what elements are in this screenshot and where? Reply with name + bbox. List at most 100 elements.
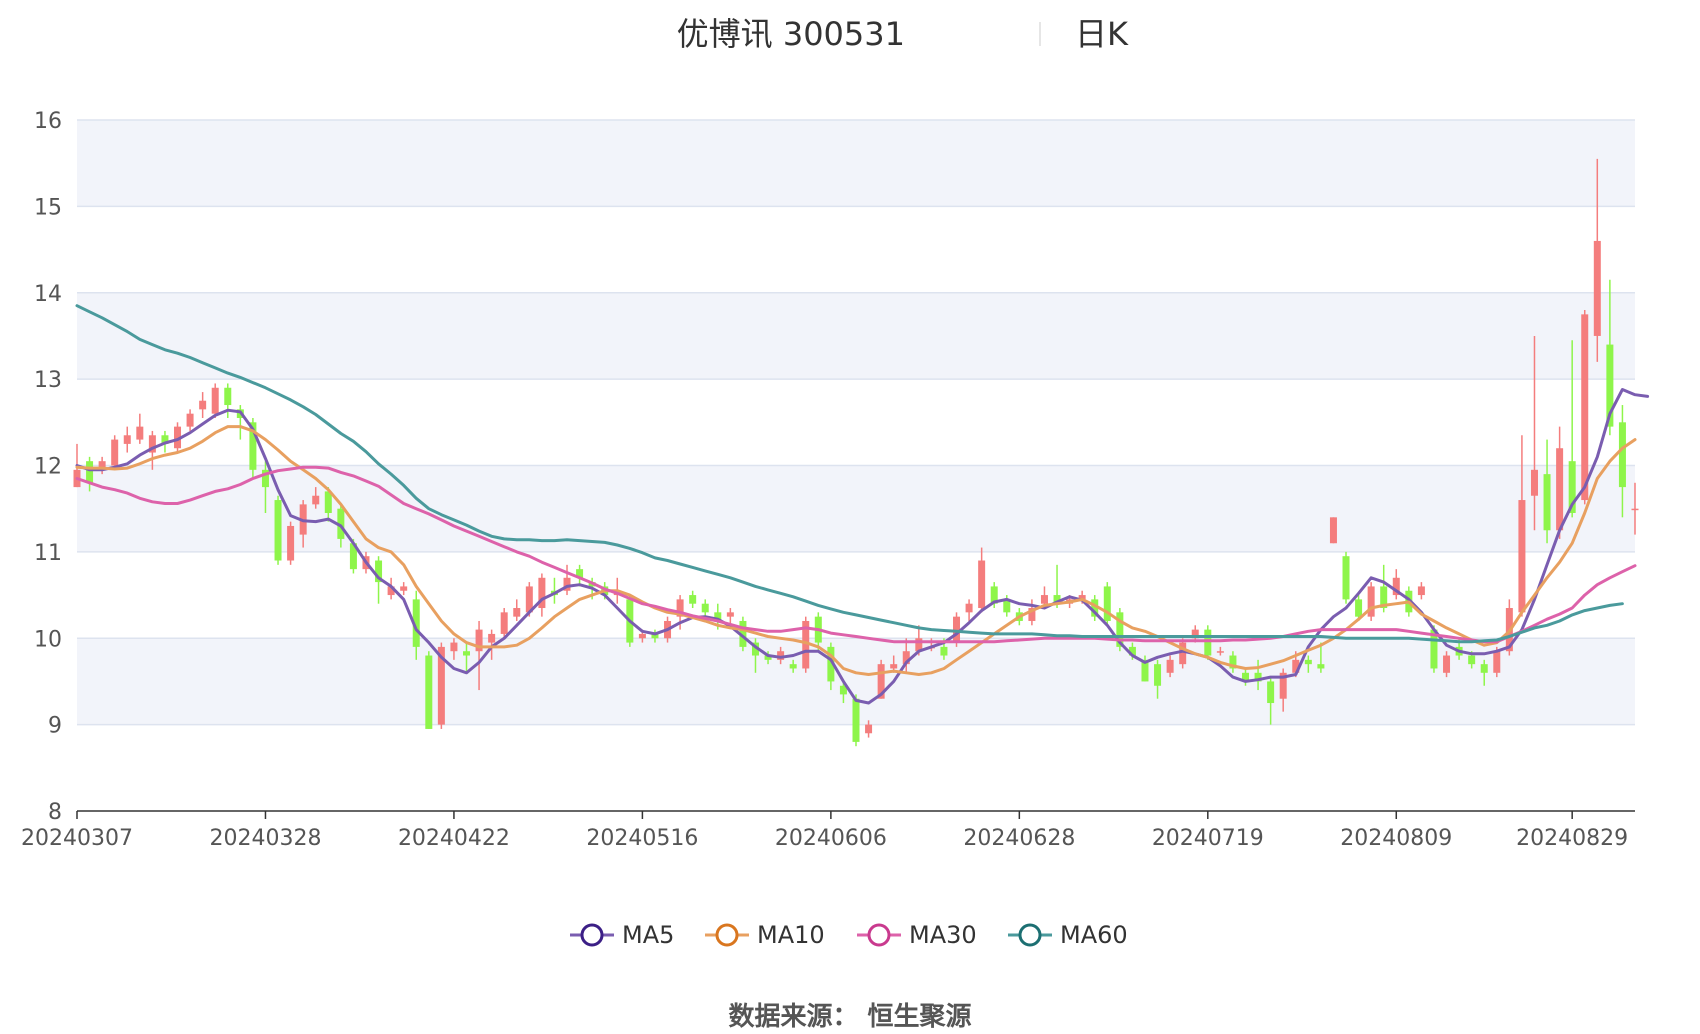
- candle-body: [638, 633, 646, 639]
- candle-body: [1204, 629, 1212, 656]
- candle-body: [1468, 655, 1476, 665]
- candle: [463, 642, 470, 673]
- candle-body: [1292, 659, 1300, 673]
- legend: MA5 MA10 MA30 MA60: [570, 921, 1128, 949]
- candle-body: [1392, 577, 1400, 596]
- candle: [978, 547, 986, 613]
- candle: [287, 521, 295, 565]
- candle-body: [488, 633, 496, 643]
- candle: [751, 638, 759, 673]
- candle: [186, 409, 194, 431]
- candle-body: [463, 651, 470, 656]
- candle-body: [249, 422, 257, 470]
- y-tick-label: 11: [34, 541, 62, 566]
- candle: [387, 577, 395, 600]
- chart-title: 优博讯 300531 日K: [677, 15, 1129, 53]
- candle-body: [1556, 448, 1564, 531]
- candle: [412, 590, 420, 660]
- candle: [1254, 659, 1262, 691]
- candle-body: [1606, 344, 1614, 427]
- candle-body: [199, 400, 207, 410]
- candle: [513, 599, 521, 621]
- candle-body: [789, 664, 797, 669]
- candle: [1392, 569, 1400, 600]
- x-tick-label: 20240606: [775, 826, 887, 851]
- candle-body: [1380, 586, 1388, 609]
- y-tick-label: 13: [34, 368, 62, 393]
- candle-body: [337, 508, 345, 539]
- candle: [1443, 651, 1451, 678]
- candle-body: [865, 724, 873, 734]
- candle-body: [161, 435, 169, 444]
- candle: [261, 461, 269, 514]
- candle: [1556, 426, 1564, 539]
- y-tick-label: 14: [34, 282, 62, 307]
- y-axis: 8 9 10 11 12 13 14 15 16: [34, 109, 62, 825]
- legend-swatch-marker: [715, 923, 739, 947]
- candle: [425, 651, 433, 729]
- candle: [1028, 599, 1036, 626]
- plot-band: [77, 120, 1635, 207]
- legend-swatch-marker: [867, 923, 891, 947]
- candle-body: [689, 595, 697, 604]
- y-tick-label: 8: [48, 800, 62, 825]
- title-stock: 优博讯 300531: [677, 15, 905, 53]
- candle-body: [1329, 517, 1337, 544]
- candle: [111, 435, 119, 470]
- moving-average-lines: [75, 304, 1650, 705]
- candle-body: [1480, 664, 1488, 673]
- candle: [475, 620, 483, 691]
- x-tick-label: 20240422: [398, 826, 510, 851]
- candle: [1593, 158, 1601, 362]
- y-tick-label: 9: [48, 714, 62, 739]
- plot-background: [77, 120, 1635, 725]
- candle-body: [852, 698, 860, 742]
- candle: [777, 646, 785, 665]
- x-tick-label: 20240307: [21, 826, 133, 851]
- candle: [1166, 655, 1174, 678]
- candle-body: [1593, 240, 1601, 336]
- candle-body: [349, 543, 357, 570]
- candle-body: [287, 525, 295, 561]
- candle: [1091, 595, 1099, 621]
- legend-item-ma5: MA5: [570, 921, 674, 949]
- candle-body: [450, 642, 458, 652]
- candle-body: [148, 435, 156, 453]
- candle-body: [525, 586, 533, 613]
- legend-label: MA5: [622, 921, 674, 949]
- candle-body: [1443, 655, 1451, 673]
- candle: [1430, 625, 1438, 673]
- candle-body: [1543, 474, 1551, 531]
- candle: [651, 629, 659, 643]
- x-tick-label: 20240809: [1340, 826, 1452, 851]
- x-tick-label: 20240829: [1516, 826, 1628, 851]
- plot-band: [77, 465, 1635, 552]
- candle-body: [1367, 586, 1375, 617]
- candle-body: [412, 599, 420, 647]
- y-tick-label: 16: [34, 109, 62, 134]
- ma-line-ma60: [75, 304, 1624, 644]
- candle-body: [839, 685, 847, 695]
- candle-body: [764, 655, 772, 660]
- candle-body: [400, 586, 408, 591]
- candle: [148, 430, 156, 470]
- candle: [802, 616, 810, 673]
- candle-body: [701, 603, 709, 613]
- y-tick-label: 12: [34, 455, 62, 480]
- candle-body: [1091, 599, 1099, 617]
- candle: [1103, 582, 1111, 626]
- candle: [1581, 310, 1589, 505]
- legend-swatch-marker: [580, 923, 604, 947]
- y-tick-label: 10: [34, 627, 62, 652]
- candle-body: [387, 586, 395, 596]
- legend-label: MA30: [909, 921, 977, 949]
- plot-band: [77, 292, 1635, 380]
- candle: [965, 599, 973, 621]
- candle: [1568, 340, 1576, 518]
- candle-body: [1430, 629, 1438, 669]
- candle-body: [1618, 422, 1626, 488]
- candle-body: [86, 461, 94, 483]
- candle: [1204, 625, 1212, 660]
- candle-body: [1417, 586, 1425, 596]
